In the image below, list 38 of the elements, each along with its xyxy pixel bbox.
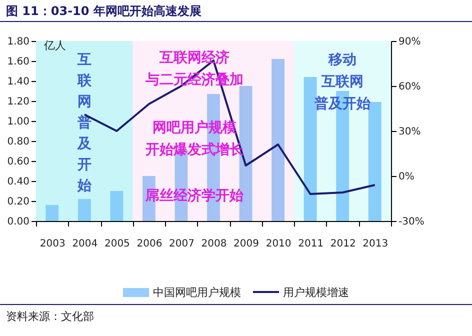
y-tick-label: 0.60: [7, 156, 30, 168]
bar: [46, 205, 59, 221]
y2-tick-label: 30%: [398, 126, 421, 138]
x-tick-label: 2005: [104, 238, 130, 250]
bar: [110, 191, 124, 221]
y-tick-label: 0.40: [7, 176, 30, 188]
chart-title: 图 11：03-10 年网吧开始高速发展: [0, 0, 472, 22]
bar: [78, 199, 91, 221]
legend-label: 中国网吧用户规模: [153, 284, 241, 300]
y-tick-label: 1.40: [7, 76, 30, 88]
band-label: 互联网普及开始: [76, 52, 92, 194]
x-tick-label: 2013: [362, 238, 388, 250]
annotation: 屌丝经济学开始: [144, 187, 244, 204]
x-tick-label: 2007: [169, 238, 194, 250]
band-label: 移动互联网普及开始: [314, 52, 372, 112]
y-axis-title: 亿人: [43, 39, 66, 52]
y-tick-label: 0.00: [7, 216, 30, 228]
y-tick-label: 1.80: [7, 36, 30, 48]
y-tick-label: 1.60: [7, 56, 30, 68]
y2-tick-label: 0%: [398, 172, 414, 182]
bar: [272, 59, 284, 221]
x-tick-label: 2012: [330, 238, 356, 250]
x-tick-label: 2004: [72, 238, 98, 250]
y-tick-label: 1.20: [7, 96, 30, 108]
x-tick-label: 2006: [136, 238, 162, 250]
y2-tick-label: 60%: [398, 82, 421, 92]
text: 资料来源：文化部: [0, 304, 472, 328]
x-tick-label: 2009: [234, 238, 259, 250]
x-tick-label: 2010: [266, 238, 292, 250]
y2-tick-label: -30%: [398, 216, 424, 228]
x-tick-label: 2011: [298, 238, 324, 250]
y-tick-label: 1.00: [7, 116, 30, 128]
legend-label: 用户规模增速: [283, 284, 349, 300]
x-tick-label: 2003: [40, 238, 66, 250]
y-tick-label: 0.20: [7, 196, 30, 208]
y2-tick-label: 90%: [398, 36, 421, 48]
y-tick-label: 0.80: [7, 136, 30, 148]
x-tick-label: 2008: [201, 238, 227, 250]
